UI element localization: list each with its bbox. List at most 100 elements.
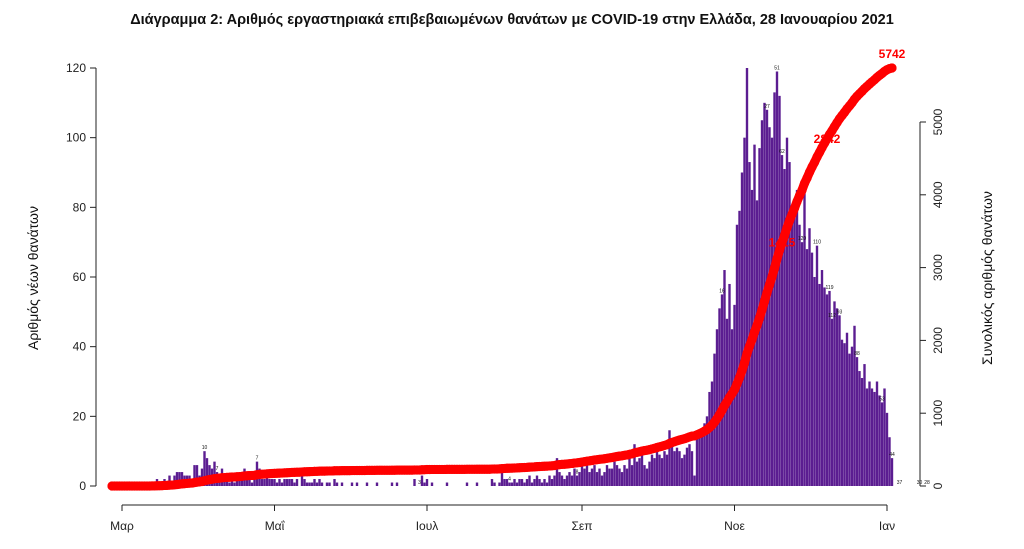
daily-bar — [523, 482, 526, 486]
daily-bar — [205, 458, 209, 486]
daily-bar — [823, 287, 826, 486]
daily-bar — [303, 479, 306, 486]
daily-bar — [178, 472, 181, 486]
daily-bar — [878, 395, 881, 486]
daily-bar — [860, 378, 864, 486]
bar-value-label: 16 — [719, 288, 725, 294]
daily-bar — [840, 339, 844, 486]
daily-bar — [890, 458, 894, 486]
daily-bar — [293, 482, 296, 486]
daily-bar — [213, 461, 216, 486]
daily-bar — [680, 458, 684, 486]
daily-bar — [250, 482, 254, 486]
cumulative-point — [779, 230, 790, 241]
daily-bar — [818, 283, 821, 486]
daily-bar — [575, 475, 579, 486]
daily-bar — [698, 437, 701, 486]
daily-bar — [275, 482, 279, 486]
daily-bar — [333, 479, 336, 486]
daily-bar — [375, 482, 379, 486]
bar-value-label: 88 — [854, 351, 860, 357]
cumulative-value-label: 2842 — [814, 132, 841, 146]
daily-bar — [290, 479, 294, 486]
daily-bar — [285, 479, 289, 486]
daily-bar — [753, 144, 756, 486]
daily-bar — [635, 461, 639, 486]
daily-bar — [788, 162, 791, 487]
left-axis-tick-label: 40 — [73, 340, 87, 354]
cumulative-point — [739, 358, 750, 368]
daily-bar — [283, 479, 286, 486]
daily-bar — [528, 475, 531, 486]
daily-bar — [728, 283, 731, 486]
right-y-axis-title: Συνολικός αριθμός θανάτων — [979, 191, 995, 365]
daily-bar — [288, 479, 291, 486]
daily-bar — [533, 479, 536, 486]
daily-bar — [723, 270, 726, 486]
x-axis-tick-label: Μαΐ — [265, 519, 286, 533]
left-axis-tick-label: 120 — [66, 61, 86, 75]
bar-value-label: 44 — [889, 452, 895, 458]
daily-bar — [545, 482, 549, 486]
daily-bar — [710, 381, 714, 486]
x-axis: Μαρ Μαΐ Ιουλ Σεπ Νοε Ιαν — [110, 504, 895, 533]
daily-bar — [543, 479, 546, 486]
daily-bar — [260, 479, 264, 486]
daily-bar — [628, 458, 631, 486]
daily-deaths-bars — [150, 68, 894, 487]
left-axis-tick-label: 80 — [73, 200, 87, 214]
daily-bar — [510, 482, 514, 486]
daily-bar — [785, 137, 789, 487]
daily-bar — [810, 252, 814, 486]
daily-bar — [550, 479, 554, 486]
daily-bar — [835, 308, 839, 486]
daily-bar — [498, 482, 501, 486]
daily-bar — [175, 472, 179, 486]
daily-bar — [803, 179, 806, 486]
cumulative-point — [752, 320, 762, 331]
right-y-axis: 0 1000 2000 3000 4000 5000 — [919, 108, 945, 489]
right-axis-tick-label: 4000 — [931, 181, 945, 208]
daily-bar — [203, 451, 206, 486]
daily-bar — [853, 325, 856, 486]
daily-bar — [693, 475, 696, 486]
daily-bar — [650, 454, 654, 486]
cumulative-point — [734, 373, 745, 383]
cumulative-point — [757, 305, 767, 315]
daily-bar — [850, 346, 854, 486]
daily-bar — [755, 200, 759, 486]
daily-bar — [615, 465, 619, 486]
daily-bar — [735, 224, 739, 486]
daily-bar — [600, 475, 604, 486]
bar-value-label: 7 — [216, 466, 219, 472]
daily-bar — [783, 169, 786, 486]
daily-bar — [668, 430, 671, 486]
daily-bar — [315, 482, 319, 486]
daily-bar — [558, 472, 561, 486]
daily-bar — [268, 479, 271, 486]
daily-bar — [703, 423, 706, 486]
cumulative-point — [747, 334, 757, 345]
daily-bar — [873, 391, 876, 486]
daily-bar — [555, 458, 559, 486]
bar-value-label: 30 — [917, 480, 923, 486]
daily-bar — [505, 479, 509, 486]
daily-bar — [573, 468, 576, 486]
daily-bar — [675, 447, 679, 486]
daily-bar — [300, 475, 304, 486]
daily-bar — [845, 332, 849, 486]
daily-bar — [648, 461, 651, 486]
daily-bar — [310, 482, 314, 486]
daily-bar — [638, 458, 641, 486]
cumulative-point — [759, 296, 770, 306]
daily-bar — [513, 479, 516, 486]
bar-value-label: 112 — [828, 313, 836, 319]
daily-bar — [565, 475, 569, 486]
daily-bar — [295, 479, 299, 486]
daily-bar — [340, 482, 344, 486]
daily-bar — [830, 318, 834, 486]
daily-bar — [423, 482, 426, 486]
daily-bar — [270, 479, 274, 486]
left-y-axis: 0 20 40 60 80 100 120 — [66, 61, 97, 493]
